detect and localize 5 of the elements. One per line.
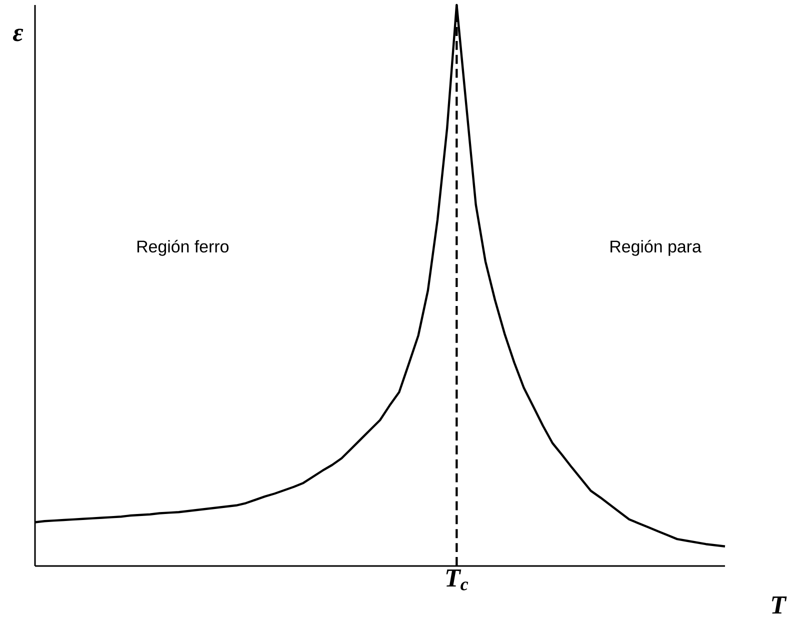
x-axis-title: T: [772, 596, 787, 614]
y-axis-title: ε: [12, 28, 24, 42]
text: T$_{c}$: [446, 569, 468, 590]
annotation: Región para: [610, 240, 702, 256]
annotation: Región ferro: [137, 240, 229, 256]
